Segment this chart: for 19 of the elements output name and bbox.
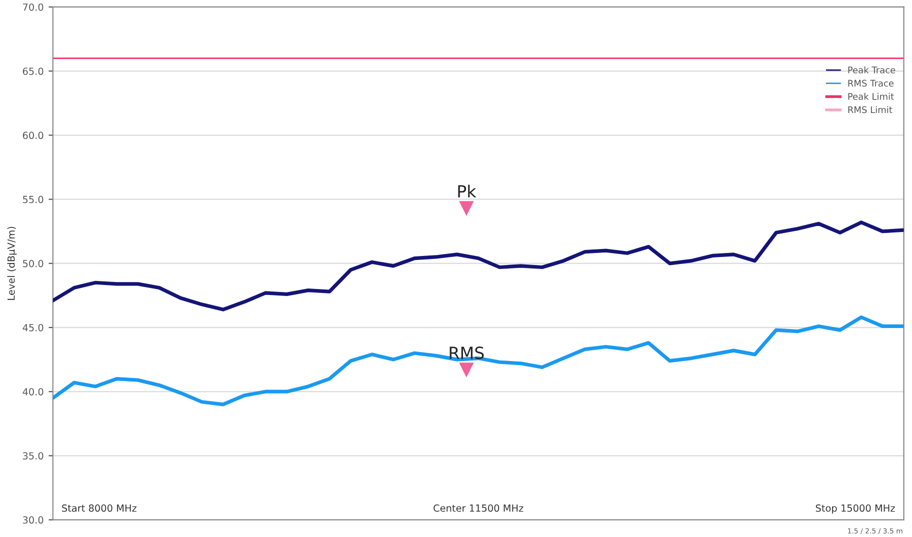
annotation: RMS — [450, 346, 484, 360]
y-tick-label: 65.0 — [22, 68, 44, 75]
annotation: Pk — [458, 184, 476, 198]
legend-label: Peak Trace — [848, 66, 896, 74]
y-tick-label: 45.0 — [22, 324, 44, 332]
y-tick-label: 70.0 — [23, 3, 44, 11]
y-tick-label: 30.0 — [22, 516, 44, 524]
y-tick-label: 60.0 — [22, 132, 44, 140]
annotation: Stop 15000 MHz — [816, 504, 895, 514]
legend-label: RMS Trace — [848, 80, 894, 87]
annotation: Center 11500 MHz — [434, 504, 524, 512]
y-tick-label: 35.0 — [22, 452, 44, 460]
y-tick-label: 40.0 — [22, 388, 44, 396]
legend-label: Peak Limit — [848, 92, 894, 100]
y-tick-label: 50.0 — [22, 260, 44, 268]
annotation: Start 8000 MHz — [62, 504, 136, 512]
legend-label: RMS Limit — [848, 106, 892, 114]
y-axis-title: Level (dBµV/m) — [7, 226, 17, 300]
y-tick-label: 55.0 — [22, 196, 44, 204]
